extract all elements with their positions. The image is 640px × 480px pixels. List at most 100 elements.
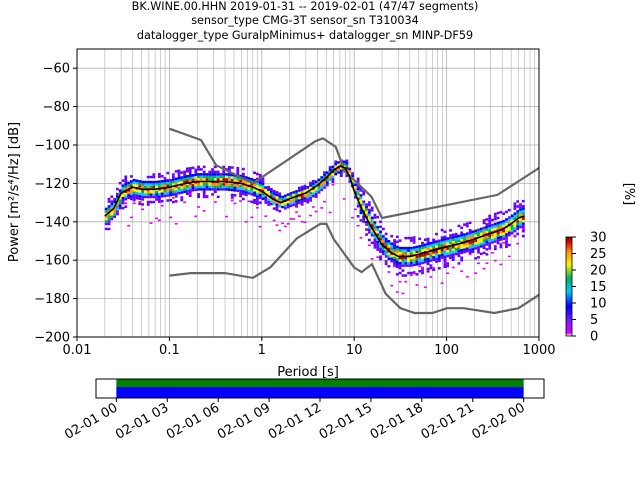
psd-cell xyxy=(130,187,133,191)
psd-cell xyxy=(297,196,301,200)
psd-cell xyxy=(348,170,352,173)
psd-cell xyxy=(496,241,500,245)
y-axis-label: Power [m²/s⁴/Hz] [dB] xyxy=(7,122,22,262)
psd-cell xyxy=(493,232,497,236)
psd-cell xyxy=(146,183,150,186)
psd-cell xyxy=(345,164,349,168)
psd-cell xyxy=(219,188,223,191)
psd-cell xyxy=(384,242,388,246)
psd-cell xyxy=(244,181,248,184)
psd-cell xyxy=(373,228,377,232)
psd-cell xyxy=(387,247,391,251)
psd-cell xyxy=(311,179,315,183)
psd-cell xyxy=(443,235,447,239)
psd-cell xyxy=(432,256,436,259)
psd-cell xyxy=(225,185,228,189)
psd-cell xyxy=(381,240,385,243)
psd-cell xyxy=(474,247,478,250)
psd-cell xyxy=(258,178,262,182)
psd-cell xyxy=(227,173,231,176)
psd-cell xyxy=(437,242,441,245)
y-tick-label: −140 xyxy=(34,215,70,230)
psd-cell xyxy=(169,178,172,182)
psd-cell xyxy=(477,262,480,265)
psd-cell xyxy=(157,197,161,201)
psd-cell xyxy=(289,199,293,203)
psd-cell xyxy=(435,260,438,263)
psd-cell xyxy=(169,193,172,197)
psd-cell xyxy=(499,225,503,229)
y-tick-label: −120 xyxy=(34,177,70,192)
timeline-tick-label: 02-01 00 xyxy=(62,400,120,442)
psd-cell xyxy=(317,186,321,189)
psd-cell xyxy=(320,176,324,179)
psd-cell xyxy=(415,255,419,259)
psd-cell xyxy=(275,198,279,202)
psd-cell xyxy=(519,220,522,224)
psd-cell xyxy=(479,227,483,231)
psd-cell xyxy=(513,212,517,215)
psd-cell xyxy=(370,224,374,227)
psd-cell xyxy=(166,189,170,192)
psd-cell xyxy=(393,254,396,257)
psd-cell xyxy=(507,255,511,258)
psd-cell xyxy=(130,190,133,193)
psd-cell xyxy=(191,186,195,190)
psd-cell xyxy=(440,241,444,244)
psd-cell xyxy=(507,216,511,219)
psd-cell xyxy=(286,205,290,209)
psd-cell xyxy=(275,201,279,204)
psd-cell xyxy=(188,189,192,193)
psd-cell xyxy=(166,184,170,187)
psd-cell xyxy=(373,213,377,217)
psd-cell xyxy=(429,276,433,278)
psd-cell xyxy=(311,182,315,185)
psd-cell xyxy=(418,265,422,267)
psd-cell xyxy=(261,180,265,183)
psd-cell xyxy=(482,267,486,270)
psd-cell xyxy=(451,253,455,256)
psd-cell xyxy=(208,188,212,191)
psd-cell xyxy=(213,190,217,194)
psd-cell xyxy=(258,196,262,199)
psd-cell xyxy=(250,190,254,194)
psd-cell xyxy=(241,190,245,193)
psd-cell xyxy=(163,192,167,195)
psd-cell xyxy=(373,236,377,239)
title-line-2: sensor_type CMG-3T sensor_sn T310034 xyxy=(191,14,419,27)
psd-cell xyxy=(323,200,326,203)
psd-cell xyxy=(463,238,466,241)
psd-cell xyxy=(482,239,486,242)
psd-cell xyxy=(379,230,382,234)
psd-cell xyxy=(135,179,139,183)
psd-cell xyxy=(239,179,242,183)
psd-cell xyxy=(325,171,329,174)
psd-cell xyxy=(384,245,388,248)
psd-cell xyxy=(135,189,139,193)
psd-cell xyxy=(247,182,251,185)
psd-cell xyxy=(127,224,131,227)
psd-cell xyxy=(398,251,402,255)
psd-cell xyxy=(124,175,128,178)
psd-cell xyxy=(505,240,508,244)
psd-cell xyxy=(390,254,394,258)
psd-cell xyxy=(502,224,506,228)
psd-cell xyxy=(216,188,220,191)
psd-cell xyxy=(295,197,298,201)
psd-plot: 0.01 0.1 1 10 100 1000 −200 −180 −160 −140 −120 −1… xyxy=(7,48,556,380)
psd-cell xyxy=(241,197,245,201)
psd-cell xyxy=(188,172,192,175)
psd-cell xyxy=(387,242,391,246)
psd-cell xyxy=(435,240,438,243)
psd-cell xyxy=(135,182,139,185)
psd-cell xyxy=(488,224,492,228)
psd-cell xyxy=(199,178,203,181)
psd-cell xyxy=(281,205,284,209)
psd-cell xyxy=(132,193,136,197)
psd-cell xyxy=(163,182,167,185)
psd-cell xyxy=(409,271,413,275)
x-tick-label: 10 xyxy=(346,343,363,358)
psd-cell xyxy=(166,194,170,197)
psd-cell xyxy=(211,173,214,176)
